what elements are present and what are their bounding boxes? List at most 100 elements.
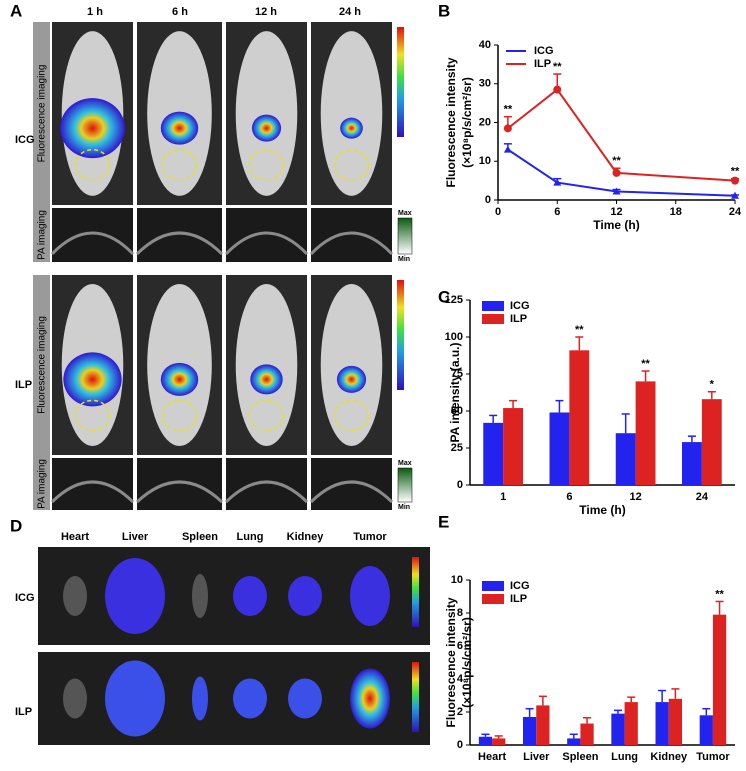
marker [731,191,739,199]
tumor-circle [248,399,285,432]
bar [712,614,727,745]
time-label: 12 h [255,6,277,18]
x-axis-label: Time (h) [593,218,639,232]
bar [635,381,656,485]
pa-curve [50,231,135,256]
signal [60,98,125,159]
y-tick-label: 100 [445,331,463,343]
row-label: ILP [15,379,32,391]
time-label: 1 h [87,6,103,18]
time-label: 24 h [339,6,361,18]
pa-image [311,458,392,510]
pa-curve [135,231,224,256]
legend-label: ILP [510,593,527,605]
x-tick-label: 1 [500,491,506,503]
legend-label: ILP [534,58,551,70]
bar [483,422,504,485]
significance: ** [715,588,724,600]
x-tick-label: 12 [630,491,642,503]
signal [340,117,363,139]
significance: * [710,379,715,391]
pa-curve [309,231,394,256]
x-tick-label: 12 [610,206,622,218]
significance: ** [612,155,621,167]
bar [655,702,669,745]
significance: ** [575,324,584,336]
time-label: 6 h [172,6,188,18]
images [33,22,430,745]
bar [503,408,523,485]
y-axis-label: Fluorescence intensity [444,57,458,187]
significance: ** [504,104,513,116]
legend-swatch [482,581,504,591]
significance: ** [731,166,740,178]
pa-image [52,208,133,262]
x-tick-label: 6 [566,491,572,503]
tumor-circle [161,399,198,432]
legend-swatch [482,314,504,324]
side-strip [33,275,50,510]
x-tick-label: Heart [478,751,506,763]
signal [250,364,283,395]
tumor-circle [333,148,370,181]
y-tick-label: 6 [457,640,463,652]
y-tick-label: 20 [479,116,491,128]
organ [350,668,390,729]
signal [160,362,199,396]
x-tick-label: Lung [611,751,638,763]
x-tick-label: Tumor [696,751,730,763]
pa-image [137,458,222,510]
pa-curve [224,480,309,504]
colorbar [412,662,419,732]
tumor-circle [333,399,370,432]
y-tick-label: 10 [479,155,491,167]
bar [569,350,590,485]
pa-image [226,458,307,510]
marker [553,178,562,186]
row-label: ICG [15,592,35,604]
y-tick-label: 125 [445,294,463,306]
bar [492,738,506,745]
y-tick-label: 10 [451,574,463,586]
y-tick-label: 40 [479,39,491,51]
marker [612,187,621,195]
organ [233,576,267,616]
y-tick-label: 8 [457,607,463,619]
organ-label: Lung [237,531,264,543]
row-label: ILP [15,706,32,718]
tumor-circle [161,148,198,181]
marker [731,176,739,185]
tumor-circle [248,148,285,181]
x-tick-label: 0 [495,206,501,218]
pa-curve [135,480,224,504]
line [507,88,736,182]
panel-letter: A [10,1,22,20]
scale-max: Max [398,460,412,467]
row-label: ICG [15,134,35,146]
marker [612,168,621,177]
pa-image [226,208,307,262]
tumor-circle [74,399,111,432]
bar [624,702,638,745]
organ [192,574,208,618]
organ-label: Liver [122,531,149,543]
x-axis-label: Time (h) [579,503,625,517]
bar [549,412,570,485]
organ-label: Heart [61,531,89,543]
pa-scale [397,467,413,503]
organ [63,678,87,719]
organ [192,676,208,721]
scale-min: Min [398,504,410,511]
pa-curve [224,231,309,256]
mouse [320,284,383,446]
y-tick-label: 0 [457,479,463,491]
legend-swatch [482,301,504,311]
bar [682,442,702,485]
y-axis-label: Fluorescence intensity [444,597,458,727]
legend-label: ICG [510,580,530,592]
bar [567,738,581,745]
bar [701,399,722,485]
panel-letter: E [438,512,449,531]
pa-scale [397,217,413,255]
